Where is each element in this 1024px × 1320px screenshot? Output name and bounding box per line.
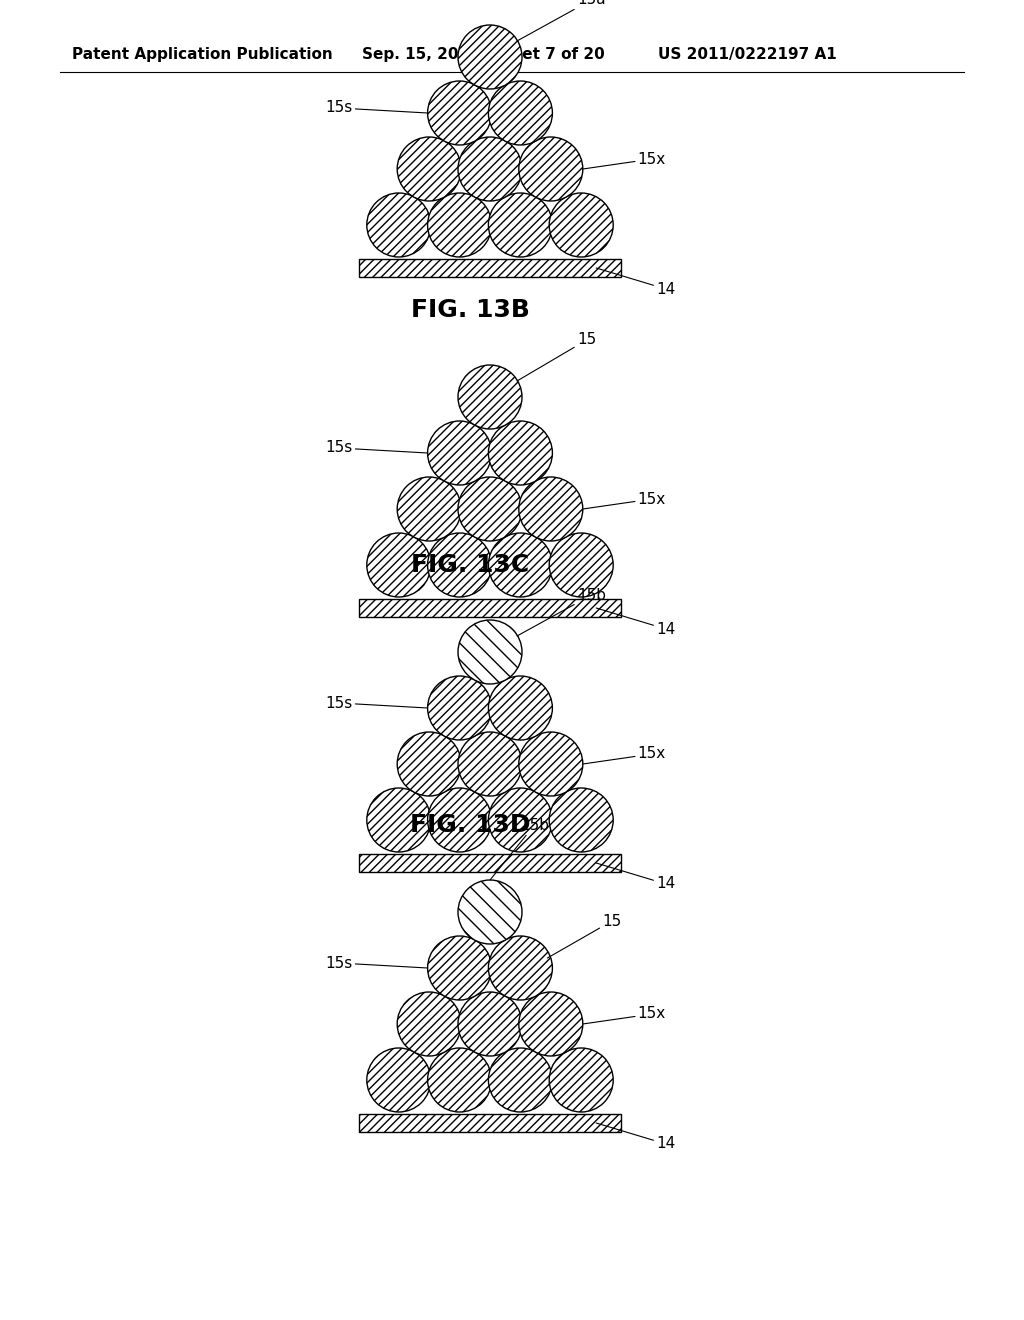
Ellipse shape: [458, 993, 522, 1056]
Text: 15s: 15s: [326, 441, 428, 455]
Ellipse shape: [488, 421, 552, 484]
Ellipse shape: [428, 788, 492, 851]
Text: 15: 15: [517, 333, 596, 381]
Text: FIG. 13D: FIG. 13D: [410, 813, 530, 837]
Ellipse shape: [458, 366, 522, 429]
Ellipse shape: [488, 1048, 552, 1111]
Ellipse shape: [549, 533, 613, 597]
Ellipse shape: [428, 81, 492, 145]
Text: 15s: 15s: [326, 696, 428, 710]
Text: 15b: 15b: [517, 587, 606, 636]
Bar: [358, 259, 622, 277]
Ellipse shape: [488, 193, 552, 257]
Ellipse shape: [488, 533, 552, 597]
Bar: [358, 854, 622, 873]
Ellipse shape: [428, 676, 492, 741]
Ellipse shape: [367, 193, 431, 257]
Ellipse shape: [458, 137, 522, 201]
Ellipse shape: [367, 533, 431, 597]
Text: 15a: 15a: [517, 0, 605, 41]
Text: 14: 14: [596, 268, 676, 297]
Text: 15x: 15x: [583, 747, 666, 764]
Text: 15b: 15b: [490, 817, 549, 880]
Ellipse shape: [488, 788, 552, 851]
Ellipse shape: [549, 193, 613, 257]
Text: Sep. 15, 2011  Sheet 7 of 20: Sep. 15, 2011 Sheet 7 of 20: [362, 48, 605, 62]
Ellipse shape: [519, 993, 583, 1056]
Text: FIG. 13B: FIG. 13B: [411, 298, 529, 322]
Ellipse shape: [428, 193, 492, 257]
Ellipse shape: [458, 733, 522, 796]
Text: 15s: 15s: [326, 100, 428, 116]
Ellipse shape: [549, 788, 613, 851]
Text: 14: 14: [596, 863, 676, 891]
Bar: [358, 1114, 622, 1133]
Ellipse shape: [488, 936, 552, 1001]
Text: 15x: 15x: [583, 491, 666, 510]
Text: Patent Application Publication: Patent Application Publication: [72, 48, 333, 62]
Ellipse shape: [397, 137, 461, 201]
Ellipse shape: [428, 1048, 492, 1111]
Ellipse shape: [397, 733, 461, 796]
Ellipse shape: [519, 733, 583, 796]
Ellipse shape: [458, 880, 522, 944]
Text: 15x: 15x: [583, 152, 666, 169]
Text: 15s: 15s: [326, 956, 428, 970]
Ellipse shape: [519, 477, 583, 541]
Ellipse shape: [458, 25, 522, 88]
Ellipse shape: [488, 81, 552, 145]
Text: 15x: 15x: [583, 1006, 666, 1024]
Ellipse shape: [519, 137, 583, 201]
Ellipse shape: [397, 993, 461, 1056]
Ellipse shape: [397, 477, 461, 541]
Ellipse shape: [428, 533, 492, 597]
Ellipse shape: [428, 936, 492, 1001]
Text: 15: 15: [548, 913, 622, 958]
Ellipse shape: [428, 421, 492, 484]
Text: US 2011/0222197 A1: US 2011/0222197 A1: [658, 48, 837, 62]
Bar: [358, 599, 622, 616]
Ellipse shape: [367, 788, 431, 851]
Text: 14: 14: [596, 609, 676, 636]
Ellipse shape: [458, 477, 522, 541]
Text: FIG. 13C: FIG. 13C: [411, 553, 529, 577]
Ellipse shape: [488, 676, 552, 741]
Text: 14: 14: [596, 1123, 676, 1151]
Ellipse shape: [458, 620, 522, 684]
Ellipse shape: [549, 1048, 613, 1111]
Ellipse shape: [367, 1048, 431, 1111]
